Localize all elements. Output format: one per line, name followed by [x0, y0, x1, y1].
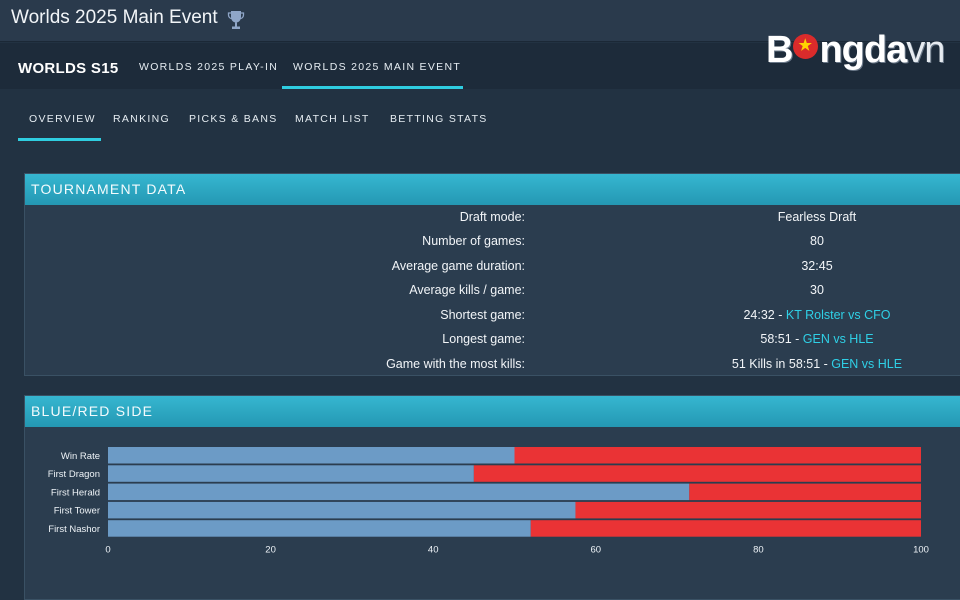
row-value: 24:32 - KT Rolster vs CFO: [743, 308, 890, 322]
window-title: Worlds 2025 Main Event: [11, 7, 218, 28]
match-link[interactable]: KT Rolster vs CFO: [785, 308, 891, 322]
row-value: 30: [810, 283, 824, 297]
tab-worlds-2025-play-in[interactable]: WORLDS 2025 PLAY-IN: [139, 61, 279, 73]
category-label: First Nashor: [48, 524, 100, 535]
tab-overview[interactable]: OVERVIEW: [29, 113, 96, 125]
tab-worlds-2025-main-event[interactable]: WORLDS 2025 MAIN EVENT: [293, 61, 462, 73]
tab-betting-stats[interactable]: BETTING STATS: [390, 113, 488, 125]
row-most-kills-game: Game with the most kills: 51 Kills in 58…: [25, 352, 960, 376]
row-value: 58:51 - GEN vs HLE: [760, 332, 873, 346]
row-label: Number of games:: [422, 234, 525, 248]
logo-ball-icon: [793, 34, 819, 59]
brand-label[interactable]: WORLDS S15: [18, 60, 119, 77]
row-label: Average kills / game:: [409, 283, 525, 297]
red-side-bar: [473, 465, 921, 482]
category-label: First Dragon: [48, 469, 100, 480]
x-tick-label: 40: [428, 545, 439, 556]
match-link[interactable]: GEN vs HLE: [802, 332, 874, 346]
row-value-text: 51 Kills in 58:51 -: [731, 357, 832, 371]
row-label: Shortest game:: [440, 308, 525, 322]
blue-side-bar: [108, 465, 474, 482]
row-label: Longest game:: [442, 332, 525, 346]
logo-text-3: vn: [906, 29, 945, 71]
active-tab-indicator: [282, 86, 463, 89]
top-nav: WORLDS S15 WORLDS 2025 PLAY-IN WORLDS 20…: [0, 43, 960, 89]
logo-text-2: ngda: [819, 29, 907, 71]
row-value-text: 24:32 -: [743, 308, 786, 322]
row-draft-mode: Draft mode: Fearless Draft: [25, 205, 960, 229]
row-value: 32:45: [801, 259, 833, 273]
side-stats-chart: Win Rate First Dragon First Herald First To…: [25, 427, 960, 597]
x-tick-label: 20: [265, 545, 276, 556]
blue-side-bar: [108, 483, 690, 501]
trophy-icon: [227, 11, 245, 29]
tab-picks-bans[interactable]: PICKS & BANS: [189, 113, 278, 125]
red-side-bar: [530, 520, 921, 537]
row-average-kills: Average kills / game: 30: [25, 278, 960, 302]
row-number-of-games: Number of games: 80: [25, 229, 960, 253]
red-side-bar: [689, 483, 921, 501]
red-side-bar: [514, 447, 921, 464]
category-label: First Herald: [51, 487, 100, 498]
row-value: 51 Kills in 58:51 - GEN vs HLE: [732, 357, 902, 371]
window-titlebar: Worlds 2025 Main Event: [0, 0, 960, 42]
category-label: Win Rate: [61, 451, 100, 462]
blue-red-side-panel: BLUE/RED SIDE Win Rate First Dragon First …: [24, 395, 960, 600]
row-value-text: 58:51 -: [760, 332, 803, 346]
row-label: Draft mode:: [459, 210, 525, 224]
x-tick-label: 0: [105, 545, 110, 556]
tournament-data-panel: TOURNAMENT DATA Draft mode: Fearless Dra…: [24, 173, 960, 376]
tournament-data-header: TOURNAMENT DATA: [25, 174, 960, 205]
side-stats-chart-svg: Win Rate First Dragon First Herald First To…: [48, 447, 929, 556]
row-label: Game with the most kills:: [386, 357, 525, 371]
row-label: Average game duration:: [391, 259, 525, 273]
red-side-bar: [575, 501, 921, 519]
blue-side-bar: [108, 447, 515, 464]
x-tick-label: 100: [913, 545, 929, 556]
row-longest-game: Longest game: 58:51 - GEN vs HLE: [25, 327, 960, 351]
tab-ranking[interactable]: RANKING: [113, 113, 170, 125]
row-value: 80: [810, 234, 824, 248]
blue-red-side-header: BLUE/RED SIDE: [25, 396, 960, 427]
tab-match-list[interactable]: MATCH LIST: [295, 113, 370, 125]
sub-nav: OVERVIEW RANKING PICKS & BANS MATCH LIST…: [0, 89, 960, 145]
active-subtab-indicator: [18, 138, 101, 141]
match-link[interactable]: GEN vs HLE: [831, 357, 903, 371]
blue-side-bar: [108, 501, 576, 519]
x-tick-label: 80: [753, 545, 764, 556]
category-label: First Tower: [54, 506, 100, 517]
blue-side-bar: [108, 520, 531, 537]
bongdavn-logo: Bngdavn: [766, 29, 945, 72]
row-shortest-game: Shortest game: 24:32 - KT Rolster vs CFO: [25, 303, 960, 327]
row-value: Fearless Draft: [777, 210, 857, 224]
row-average-duration: Average game duration: 32:45: [25, 254, 960, 278]
x-tick-label: 60: [591, 545, 602, 556]
logo-text-1: B: [766, 29, 793, 71]
